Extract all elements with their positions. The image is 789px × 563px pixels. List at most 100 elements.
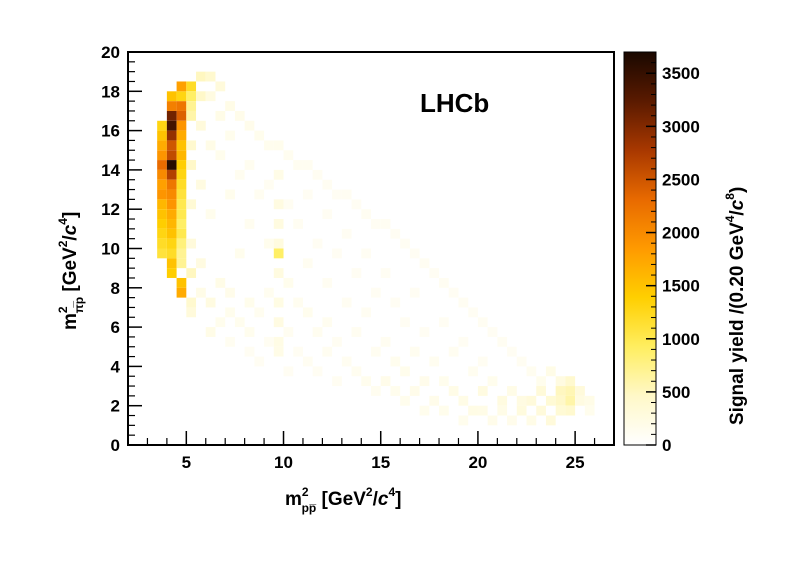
heatmap-bin [468, 307, 478, 318]
heatmap-bin [361, 248, 371, 259]
heatmap-bin [166, 258, 177, 269]
heatmap-bin [186, 140, 197, 151]
heatmap-bin [536, 405, 546, 416]
heatmap-bin [545, 395, 556, 406]
heatmap-bin [273, 268, 284, 278]
heatmap-bin [302, 258, 313, 269]
heatmap-bin [196, 120, 206, 131]
heatmap-bin [458, 336, 469, 347]
heatmap-bin [400, 238, 410, 249]
heatmap-bin [273, 199, 284, 210]
heatmap-bin [293, 297, 303, 308]
heatmap-bin [166, 120, 177, 131]
heatmap-bin [458, 395, 469, 406]
heatmap-bin [526, 395, 537, 406]
heatmap-bin [205, 71, 216, 82]
heatmap-bin [215, 277, 226, 288]
heatmap-bin [516, 395, 527, 406]
heatmap-bin [244, 327, 255, 337]
heatmap-bin [166, 140, 177, 151]
heatmap-bin [254, 356, 265, 367]
heatmap-bin [186, 238, 197, 249]
heatmap-bin [575, 395, 585, 406]
heatmap-bin [166, 160, 177, 170]
heatmap-bin [351, 366, 362, 377]
heatmap-bin [575, 386, 585, 396]
heatmap-bin [176, 258, 187, 269]
heatmap-bin [176, 81, 187, 92]
heatmap-bin [176, 209, 187, 220]
heatmap-bin [225, 130, 235, 141]
heatmap-bin [322, 346, 333, 357]
heatmap-bin [215, 317, 226, 328]
heatmap-bin [254, 189, 265, 200]
heatmap-bin [166, 130, 177, 141]
heatmap-bin [273, 317, 284, 328]
heatmap-bin [390, 356, 401, 367]
heatmap-bin [157, 150, 167, 161]
heatmap-bin [264, 336, 274, 347]
heatmap-bin [341, 356, 352, 367]
z-tick-label: 3500 [662, 64, 700, 83]
heatmap-bin [341, 228, 352, 239]
y-tick-label: 2 [111, 397, 120, 416]
heatmap-bin [312, 327, 323, 337]
heatmap-bin [176, 91, 187, 102]
heatmap-bin [196, 91, 206, 102]
heatmap-bin [176, 150, 187, 161]
heatmap-bin [409, 287, 420, 298]
heatmap-bin [555, 376, 566, 387]
heatmap-bin [215, 150, 226, 161]
heatmap-bin [302, 160, 313, 170]
heatmap-bin [264, 140, 274, 151]
heatmap-bin [166, 169, 177, 180]
heatmap-bin [322, 179, 333, 190]
z-tick-label: 2000 [662, 224, 700, 243]
heatmap-bin [186, 160, 197, 170]
heatmap-bin [186, 81, 197, 92]
heatmap-bin [186, 91, 197, 102]
heatmap-bin [264, 287, 274, 298]
heatmap-bin [380, 336, 391, 347]
heatmap-bin [176, 110, 187, 121]
heatmap-bin [166, 101, 177, 111]
heatmap-bin [322, 209, 333, 220]
heatmap-bin [361, 376, 371, 387]
heatmap-bin [371, 386, 381, 396]
heatmap-bin [565, 386, 576, 396]
x-axis-title: m2 pp̅ [GeV2/c4] [285, 485, 401, 515]
heatmap-bin [176, 140, 187, 151]
color-scale-axis: 0 500 1000 1500 2000 2500 3000 3500 [646, 62, 700, 455]
heatmap-bin [390, 297, 401, 308]
y-tick-label: 0 [111, 436, 120, 455]
heatmap-bin [429, 395, 440, 406]
heatmap-bin [400, 317, 410, 328]
heatmap-bin [176, 101, 187, 111]
heatmap-bin [371, 219, 381, 229]
heatmap-bin [293, 346, 303, 357]
heatmap-bin [157, 169, 167, 180]
y-tick-label: 8 [111, 279, 120, 298]
heatmap-bin [516, 405, 527, 416]
heatmap-bin [380, 268, 391, 278]
heatmap-bin [400, 395, 410, 406]
heatmap-bin [157, 160, 167, 170]
heatmap-bin [254, 307, 265, 318]
x-tick-label: 5 [182, 453, 191, 472]
heatmap-bin [166, 248, 177, 259]
heatmap-bin [176, 287, 187, 298]
heatmap-bin [390, 228, 401, 239]
heatmap-bin [390, 386, 401, 396]
heatmap-bin [273, 248, 284, 259]
heatmap-bin [565, 376, 576, 387]
heatmap-bin [244, 346, 255, 357]
heatmap-bin [341, 297, 352, 308]
heatmap-bin [507, 386, 517, 396]
heatmap-bin [312, 238, 323, 249]
heatmap-bin [176, 219, 187, 229]
heatmap-bin [429, 356, 440, 367]
heatmap-bin [361, 307, 371, 318]
heatmap-bin [254, 130, 265, 141]
